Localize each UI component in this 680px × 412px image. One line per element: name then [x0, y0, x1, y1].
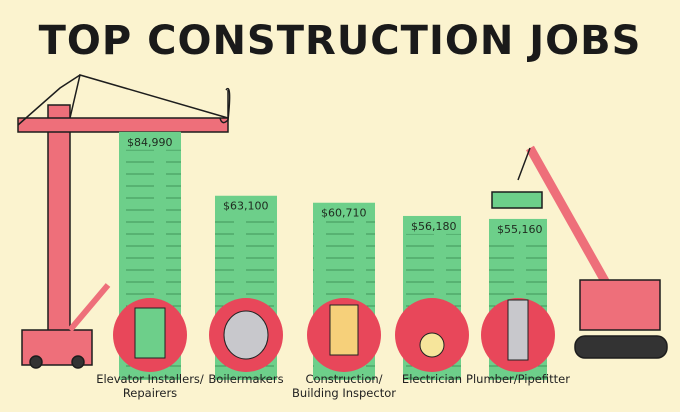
value-label: $55,160 — [497, 223, 543, 236]
value-label: $63,100 — [223, 200, 269, 213]
value-label: $56,180 — [411, 220, 457, 233]
elevator-icon — [134, 307, 166, 359]
category-label: Construction/ Building Inspector — [292, 372, 396, 400]
left-crane — [17, 74, 231, 369]
category-label: Electrician — [401, 372, 463, 386]
right-crane — [491, 145, 668, 359]
building-icon — [329, 304, 359, 356]
icons — [113, 298, 555, 372]
category-label: Boilermakers — [208, 372, 284, 386]
chart-title: TOP CONSTRUCTION JOBS — [38, 18, 642, 64]
category-label: Plumber/Pipefitter — [466, 372, 570, 386]
pipe-icon — [507, 299, 529, 361]
value-label: $60,710 — [321, 207, 367, 220]
boiler-icon — [223, 310, 269, 360]
bulb-icon — [419, 332, 445, 358]
category-label: Elevator Installers/ Repairers — [96, 372, 204, 400]
value-label: $84,990 — [127, 136, 173, 149]
